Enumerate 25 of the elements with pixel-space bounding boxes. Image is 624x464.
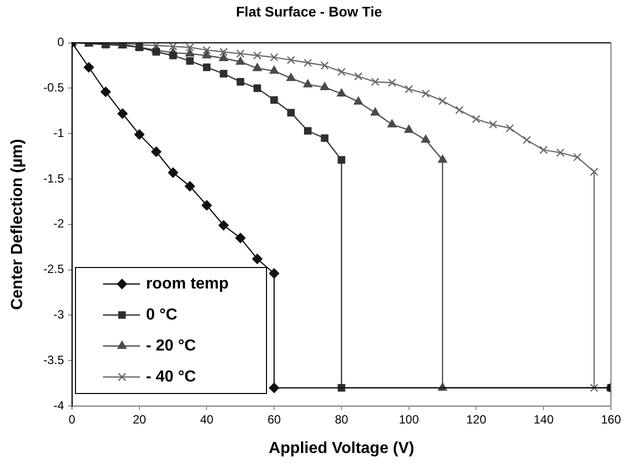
legend-label: 0 °C [146, 306, 178, 324]
y-tick-label: -2 [53, 216, 64, 231]
x-tick-label: 0 [68, 412, 76, 427]
y-tick-label: -2.5 [43, 262, 64, 276]
legend-label: room temp [146, 275, 229, 292]
y-tick-label: -0.5 [43, 80, 64, 95]
y-axis-title: Center Deflection (µm) [9, 138, 26, 310]
x-tick-label: 80 [334, 412, 348, 427]
legend-label: - 40 °C [146, 368, 196, 386]
x-tick-label: 60 [267, 412, 282, 427]
y-tick-label: -1 [53, 126, 64, 140]
x-tick-label: 160 [600, 412, 622, 427]
x-tick-label: 20 [132, 412, 146, 427]
x-tick-label: 40 [200, 412, 214, 427]
x-tick-label: 100 [398, 412, 420, 427]
x-axis-title: Applied Voltage (V) [268, 440, 414, 457]
chart-title: Flat Surface - Bow Tie [236, 3, 382, 20]
legend-label: - 20 °C [146, 337, 196, 354]
y-tick-label: 0 [57, 35, 64, 50]
y-tick-label: -3.5 [43, 352, 64, 367]
y-tick-label: -3 [53, 308, 64, 322]
y-tick-label: -4 [53, 398, 64, 412]
y-tick-label: -1.5 [43, 171, 64, 186]
x-tick-label: 140 [534, 412, 554, 427]
x-tick-label: 120 [466, 412, 487, 427]
